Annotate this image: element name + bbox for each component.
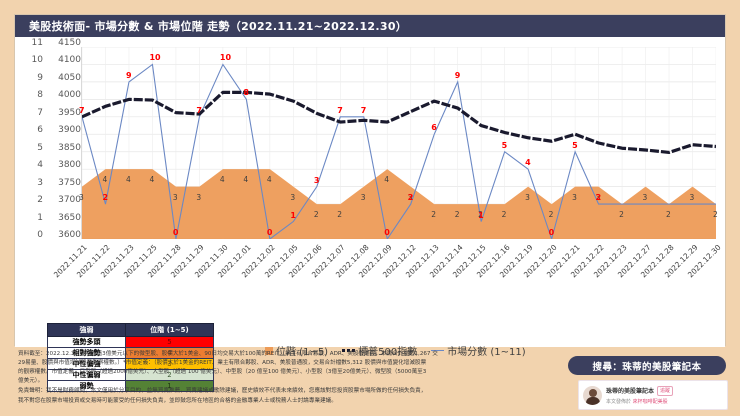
- strength-legend-table: 強弱 位階 (1~5) 強勢多頭 5 相對強勢 4 中性偏強 3 中性偏弱 2 弱勢 1: [47, 323, 214, 392]
- follow-button[interactable]: 追蹤: [657, 385, 674, 396]
- y-axis-score-tick: 8: [37, 90, 43, 101]
- area-swatch-icon: [265, 346, 273, 355]
- legend-item: 位階 (1~5): [265, 343, 328, 358]
- y-axis-score-tick: 10: [31, 55, 43, 66]
- chart-series-legend: 位階 (1~5) 標普500指數 市場分數 (1~11): [265, 343, 526, 358]
- y-axis-index-tick: 4000: [58, 90, 81, 101]
- footer-line: 29易量、股價與市值增減股票觀察權數。）*市值定義：（股價大於1美金的REIT、…: [18, 360, 427, 367]
- y-axis-score-tick: 7: [37, 107, 43, 118]
- publish-prefix: 本文發佈於: [606, 398, 632, 405]
- y-axis-tick: 0 3600: [23, 229, 81, 241]
- y-axis-index-tick: 4050: [58, 72, 81, 83]
- y-axis-index-tick: 3750: [58, 177, 81, 188]
- y-axis-score-tick: 4: [37, 160, 43, 171]
- y-axis-tick: 10 4100: [23, 54, 81, 66]
- footer-disclaimer: 資料截至：2022.12.30 排除市值3億美元以下的微型股、股價大於1美金、9…: [18, 350, 548, 406]
- y-axis-index-tick: 4150: [58, 38, 81, 48]
- table-header-strength: 強弱: [47, 323, 126, 337]
- y-axis-score-tick: 1: [37, 212, 43, 223]
- y-axis-score-tick: 2: [37, 195, 43, 206]
- legend-item: 市場分數 (1~11): [431, 343, 526, 358]
- author-info: 珠蒂的美股筆記本 追蹤 本文發佈於 來杯咖啡配美股: [606, 385, 723, 405]
- search-button[interactable]: 搜尋：珠蒂的美股筆記本: [568, 356, 726, 375]
- page-title: 美股技術面- 市場分數 & 市場位階 走勢（2022.11.21~2022.12…: [15, 15, 725, 37]
- position-value-cell: 1: [125, 380, 214, 392]
- y-axis-tick: 7 3950: [23, 107, 81, 119]
- legend-item: 標普500指數: [342, 343, 417, 358]
- y-axis-index-tick: 3600: [58, 230, 81, 240]
- y-axis-score-tick: 11: [31, 38, 43, 48]
- footer-line: 資料截至：2022.12.30 排除市值3億美元以下的微型股、股價大於1美金、9…: [18, 351, 438, 357]
- footer-line: 億美元）。: [18, 378, 44, 385]
- y-axis-tick: 5 3850: [23, 142, 81, 154]
- table-row: 弱勢 1: [47, 380, 214, 392]
- author-card[interactable]: 珠蒂的美股筆記本 追蹤 本文發佈於 來杯咖啡配美股: [578, 380, 728, 410]
- table-header-position: 位階 (1~5): [125, 323, 214, 337]
- legend-label: 位階 (1~5): [276, 347, 329, 358]
- position-value-cell: 5: [125, 336, 214, 348]
- x-axis-labels: 2022.11.21 2022.11.22 2022.11.23 2022.11.25…: [52, 242, 723, 290]
- y-axis-tick: 1 3650: [23, 212, 81, 224]
- y-axis-index-tick: 4100: [58, 55, 81, 66]
- chart-plot-area: 11 4150 10 4100 9 4050 8 4000 7 3950 6 3900 5 3850 4 38…: [15, 37, 725, 392]
- y-axis-score-tick: 6: [37, 125, 43, 136]
- disclaimer-line: 免責聲明：我不是財務顧問，本文僅用於分享目的，並無買賣推薦，買賣建議或歌除建議，…: [18, 388, 427, 395]
- y-axis-tick: 4 3800: [23, 159, 81, 171]
- table-row: 相對強勢 4: [47, 347, 214, 359]
- chart-card: 美股技術面- 市場分數 & 市場位階 走勢（2022.11.21~2022.12…: [14, 14, 726, 392]
- chart-canvas: 3 4 4 4 3 3 4 4 4 3 2 2 3 4 3 2 2 2 2 3 2 3 3 2 3 2 3 2 7 2 9 10 0 7 10 8 0 1…: [79, 47, 718, 239]
- dashed-line-swatch-icon: [342, 349, 356, 352]
- y-axis-index-tick: 3800: [58, 160, 81, 171]
- publish-link[interactable]: 來杯咖啡配美股: [632, 398, 668, 405]
- footer-line: 的觀察權數。市值定義：巨型股（超過2000億美元）、大型股（超過 100 億美元…: [18, 369, 427, 376]
- publish-info: 本文發佈於 來杯咖啡配美股: [606, 398, 723, 405]
- solid-line-swatch-icon: [431, 350, 445, 351]
- legend-label: 標普500指數: [358, 347, 418, 358]
- table-row: 中性偏強 3: [47, 358, 214, 370]
- disclaimer-line: 我不對您在股票市場投資或交易時可能蒙受的任何損失負責，並即鼓您所在地區的合格的金…: [18, 397, 337, 404]
- avatar: [583, 385, 602, 405]
- strength-name-cell: 強勢多頭: [47, 336, 126, 348]
- y-axis-tick: 2 3700: [23, 194, 81, 206]
- strength-name-cell: 弱勢: [47, 380, 126, 392]
- y-axis-tick: 3 3750: [23, 177, 81, 189]
- chart-svg: [82, 47, 716, 239]
- y-axis-tick: 8 4000: [23, 89, 81, 101]
- y-axis-score-tick: 3: [37, 177, 43, 188]
- y-axis-index-tick: 3700: [58, 195, 81, 206]
- table-header-row: 強弱 位階 (1~5): [47, 323, 214, 337]
- table-row: 強勢多頭 5: [47, 336, 214, 348]
- y-axis-score-tick: 9: [37, 72, 43, 83]
- y-axis-index-tick: 3900: [58, 125, 81, 136]
- y-axis-tick: 9 4050: [23, 72, 81, 84]
- y-axis-index-tick: 3950: [58, 107, 81, 118]
- y-axis-tick: 11 4150: [23, 37, 81, 49]
- y-axis-score-tick: 5: [37, 142, 43, 153]
- legend-label: 市場分數 (1~11): [447, 347, 526, 358]
- y-axis-tick: 6 3900: [23, 124, 81, 136]
- y-axis-score-tick: 0: [37, 230, 43, 240]
- y-axis-index-tick: 3650: [58, 212, 81, 223]
- y-axis-labels: 11 4150 10 4100 9 4050 8 4000 7 3950 6 3900 5 3850 4 38…: [23, 38, 81, 241]
- y-axis-index-tick: 3850: [58, 142, 81, 153]
- author-name: 珠蒂的美股筆記本: [606, 388, 655, 395]
